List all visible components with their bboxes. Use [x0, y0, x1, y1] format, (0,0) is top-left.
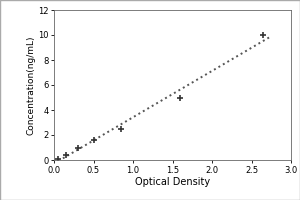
- X-axis label: Optical Density: Optical Density: [135, 177, 210, 187]
- Y-axis label: Concentration(ng/mL): Concentration(ng/mL): [26, 35, 35, 135]
